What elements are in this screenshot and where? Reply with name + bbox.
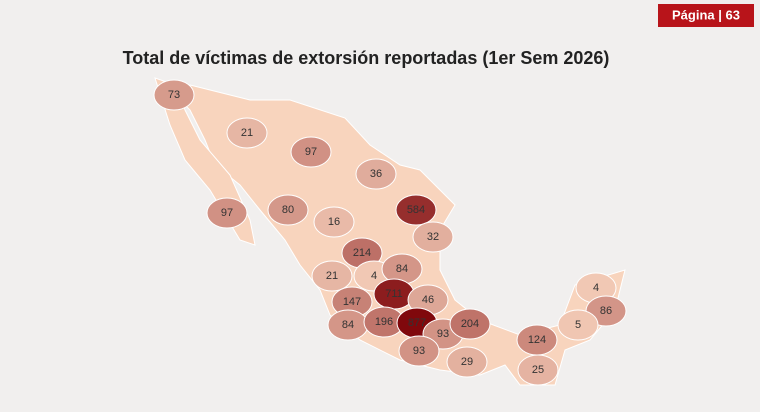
state-region (226, 117, 268, 149)
state-region (153, 79, 195, 111)
state-value: 84 (396, 263, 408, 275)
state-region (398, 335, 440, 367)
state-value: 5 (575, 319, 581, 331)
state-value: 16 (328, 216, 340, 228)
state-region (412, 221, 454, 253)
state-value: 84 (342, 319, 354, 331)
state-value: 25 (532, 364, 544, 376)
state-value: 147 (343, 296, 361, 308)
state-value: 97 (221, 207, 233, 219)
state-value: 93 (413, 345, 425, 357)
state-value: 93 (437, 328, 449, 340)
state-region (395, 194, 437, 226)
state-region (267, 194, 309, 226)
state-value: 124 (528, 334, 546, 346)
state-value: 46 (422, 294, 434, 306)
state-region (311, 260, 353, 292)
state-value: 97 (305, 146, 317, 158)
page-label: Página | 63 (672, 7, 740, 22)
state-value: 36 (370, 168, 382, 180)
state-value: 80 (282, 204, 294, 216)
state-value: 21 (241, 127, 253, 139)
regions (153, 79, 627, 386)
map-title: Total de víctimas de extorsión reportada… (123, 48, 610, 68)
state-value: 29 (461, 356, 473, 368)
state-region (449, 308, 491, 340)
state-value: 86 (600, 305, 612, 317)
state-value: 214 (353, 247, 371, 259)
state-region (206, 197, 248, 229)
state-value: 877 (408, 317, 426, 329)
state-region (290, 136, 332, 168)
land (179, 84, 626, 386)
state-region (313, 206, 355, 238)
state-value: 196 (375, 316, 393, 328)
state-value: 584 (407, 204, 425, 216)
state-value: 4 (371, 270, 377, 282)
state-value: 21 (326, 270, 338, 282)
state-region (355, 158, 397, 190)
state-value: 204 (461, 318, 479, 330)
state-value: 73 (168, 89, 180, 101)
state-value: 4 (593, 282, 599, 294)
state-region (557, 309, 599, 341)
state-value: 32 (427, 231, 439, 243)
state-region (517, 354, 559, 386)
state-region (446, 346, 488, 378)
page-label-box (658, 4, 754, 27)
state-value: 711 (385, 288, 403, 300)
